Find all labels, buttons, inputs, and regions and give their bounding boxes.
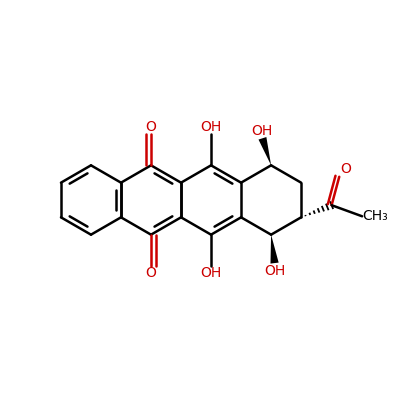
Text: OH: OH: [200, 266, 222, 280]
Polygon shape: [270, 235, 279, 264]
Text: OH: OH: [251, 124, 272, 138]
Text: OH: OH: [264, 264, 285, 278]
Polygon shape: [258, 137, 271, 165]
Text: O: O: [146, 120, 156, 134]
Text: OH: OH: [200, 120, 222, 134]
Text: CH₃: CH₃: [363, 209, 388, 223]
Text: O: O: [146, 266, 156, 280]
Text: O: O: [340, 162, 351, 176]
